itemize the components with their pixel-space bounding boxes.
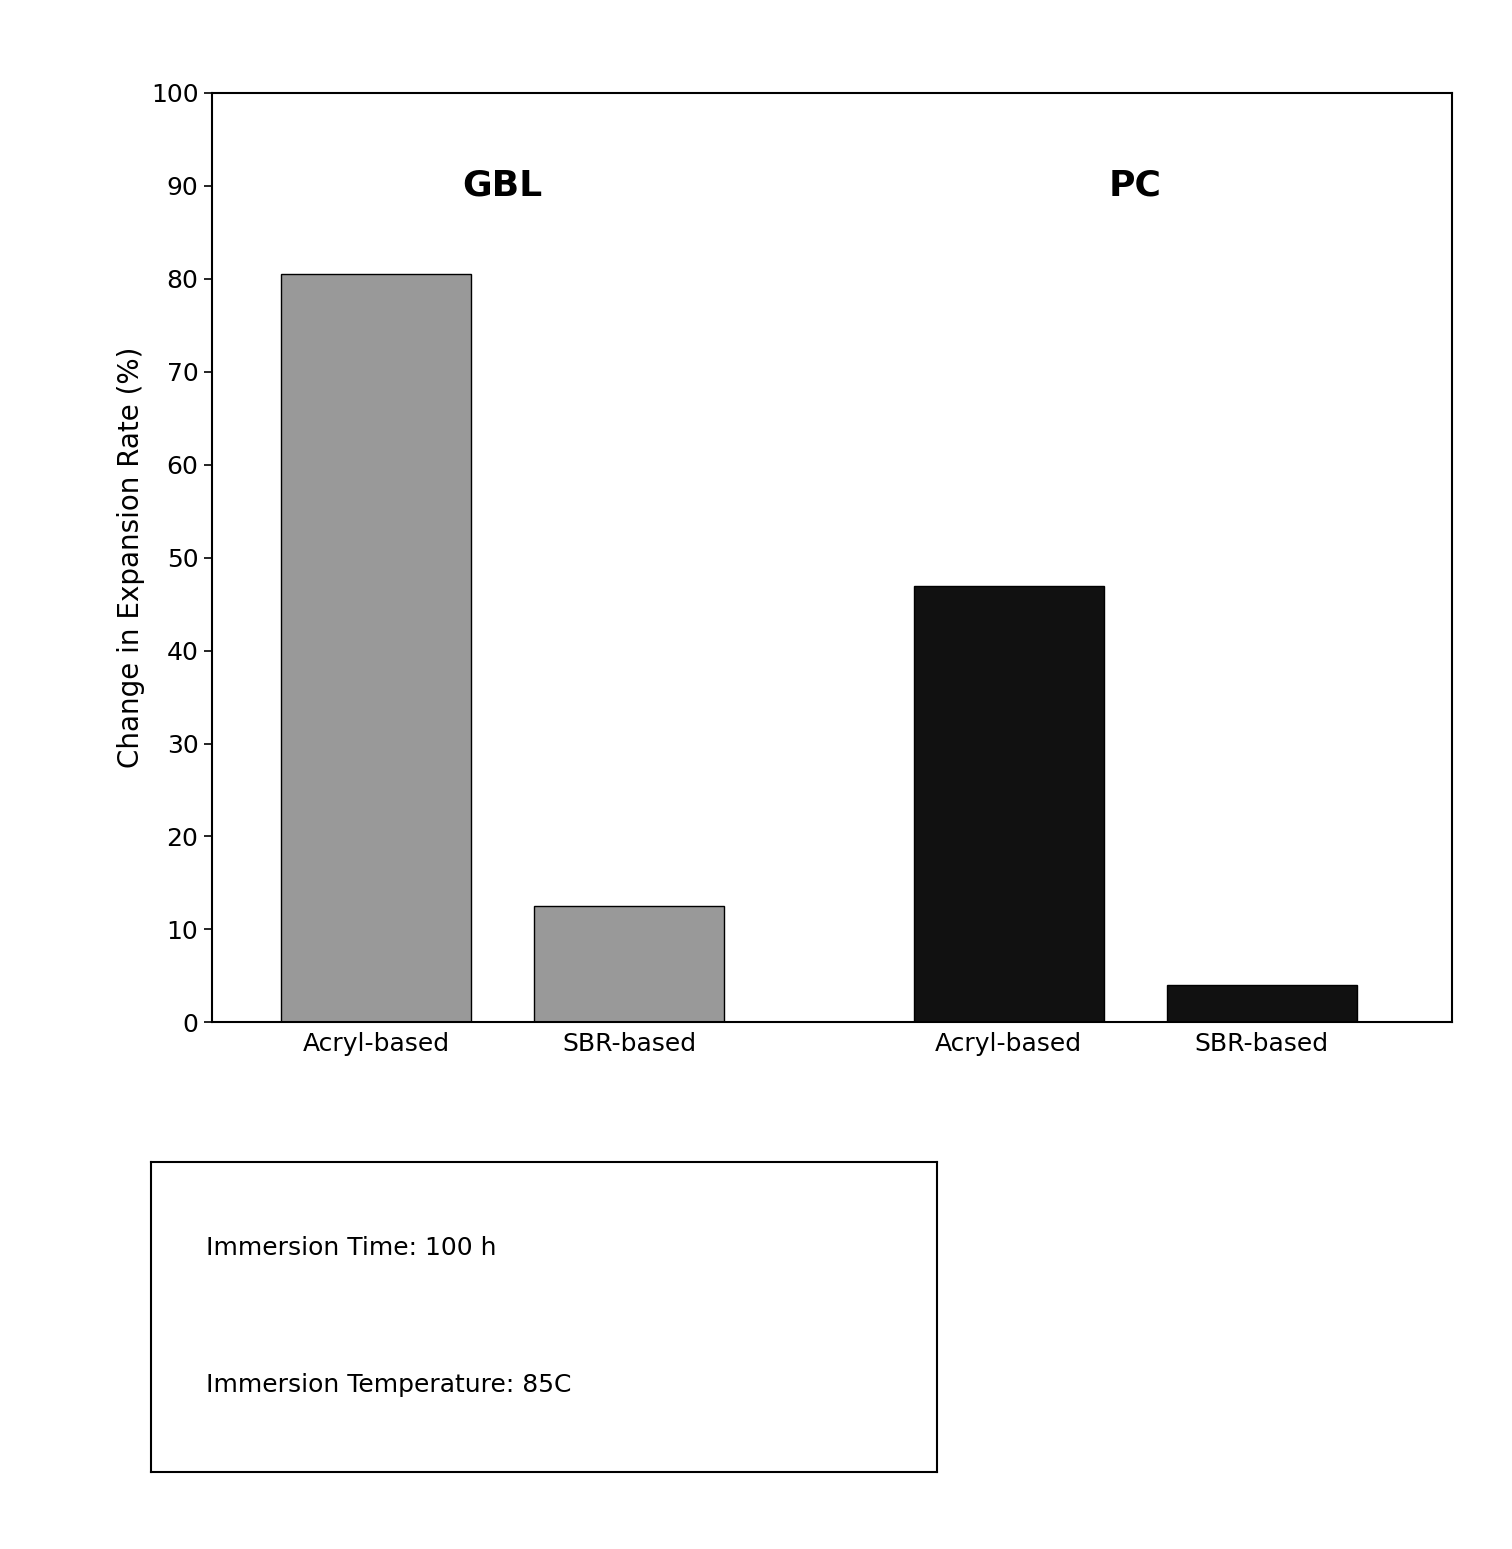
Y-axis label: Change in Expansion Rate (%): Change in Expansion Rate (%) xyxy=(118,347,145,768)
Text: PC: PC xyxy=(1108,169,1161,203)
Bar xyxy=(281,274,472,1022)
Bar xyxy=(913,586,1104,1022)
Text: Immersion Time: 100 h: Immersion Time: 100 h xyxy=(206,1236,497,1261)
Text: Immersion Temperature: 85C: Immersion Temperature: 85C xyxy=(206,1372,572,1397)
Bar xyxy=(1167,985,1356,1022)
Text: GBL: GBL xyxy=(463,169,543,203)
Bar xyxy=(534,906,724,1022)
